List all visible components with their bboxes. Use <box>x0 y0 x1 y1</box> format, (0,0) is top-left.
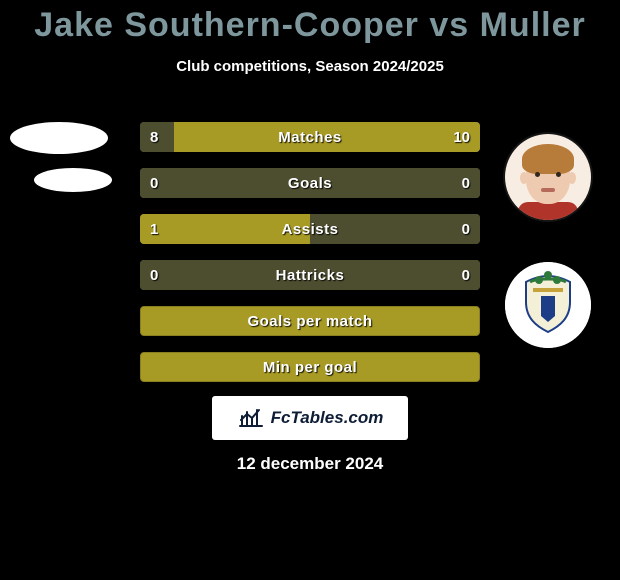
crest-icon <box>505 262 591 348</box>
snapshot-date: 12 december 2024 <box>0 454 620 474</box>
page-title: Jake Southern-Cooper vs Muller <box>0 6 620 45</box>
fctables-logo: FcTables.com <box>212 396 408 440</box>
right-player-avatar <box>498 128 598 226</box>
left-team-badge <box>10 114 110 212</box>
stat-row: 10Assists <box>140 214 480 244</box>
avatar-circle <box>505 134 591 220</box>
right-team-crest <box>498 256 598 354</box>
avatar-face-icon <box>521 148 575 216</box>
stat-row: 00Hattricks <box>140 260 480 290</box>
stat-row: 810Matches <box>140 122 480 152</box>
stat-row: 00Goals <box>140 168 480 198</box>
left-team-badge-ellipse-2 <box>34 168 112 192</box>
fctables-mark-icon <box>237 407 265 429</box>
comparison-bars: 810Matches 00Goals 10Assists 00Hattricks Goa… <box>140 122 480 398</box>
stat-row: Goals per match <box>140 306 480 336</box>
page-subtitle: Club competitions, Season 2024/2025 <box>0 58 620 75</box>
left-team-badge-ellipse-1 <box>10 122 108 154</box>
fctables-logo-text: FcTables.com <box>271 408 384 428</box>
stat-row: Min per goal <box>140 352 480 382</box>
